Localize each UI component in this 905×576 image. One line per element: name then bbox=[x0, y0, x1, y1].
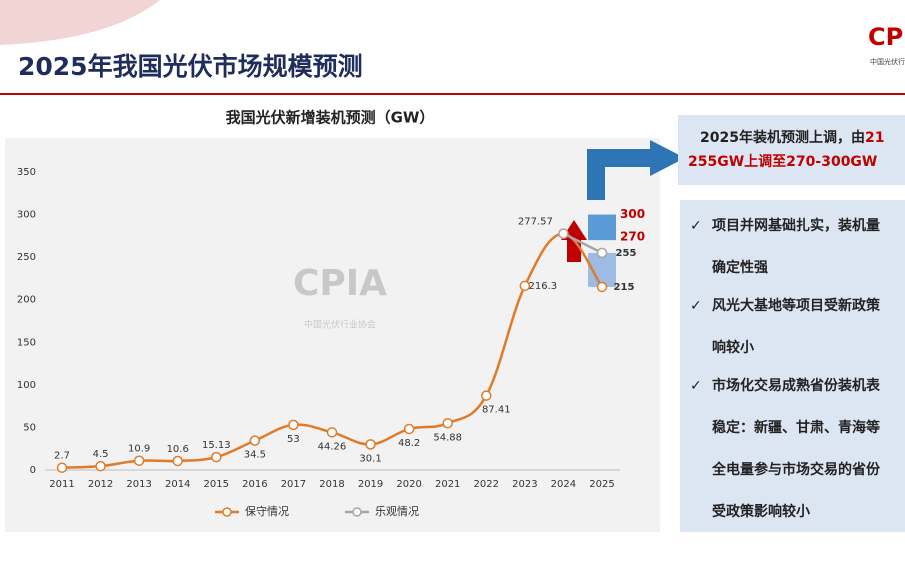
data-label: 2.7 bbox=[54, 451, 70, 462]
plot: 0 50 100 150 200 250 300 350 2011 2012 2013 2014 201… bbox=[17, 167, 645, 518]
data-point bbox=[481, 390, 492, 401]
data-point bbox=[596, 281, 608, 293]
check: ✓ bbox=[690, 218, 702, 234]
legend-label: 乐观情况 bbox=[375, 505, 419, 518]
y-tick-label: 50 bbox=[23, 422, 36, 433]
watermark-sub: 中国光伏行业协会 bbox=[304, 319, 376, 331]
data-point bbox=[519, 280, 531, 292]
x-tick-label: 2015 bbox=[204, 479, 229, 490]
corner-decoration bbox=[0, 0, 160, 45]
data-label: 44.26 bbox=[318, 441, 347, 452]
callout-line: 255GW上调至270-300GW bbox=[688, 154, 877, 170]
data-label: 4.5 bbox=[93, 449, 109, 460]
x-tick-label: 2018 bbox=[319, 479, 344, 490]
y-tick-label: 100 bbox=[17, 380, 36, 391]
slide-title: 2025年我国光伏市场规模预测 bbox=[18, 52, 363, 81]
data-label: 48.2 bbox=[398, 438, 420, 449]
x-tick-label: 2017 bbox=[281, 479, 306, 490]
x-tick-label: 2014 bbox=[165, 479, 190, 490]
data-point bbox=[172, 455, 183, 467]
x-tick-label: 2024 bbox=[551, 479, 576, 490]
chart-panel bbox=[5, 138, 660, 532]
data-label: 53 bbox=[287, 434, 300, 445]
legend-marker bbox=[222, 507, 232, 517]
data-point bbox=[403, 423, 415, 435]
legend-marker bbox=[352, 507, 362, 517]
data-label: 277.57 bbox=[518, 217, 553, 228]
x-tick-label: 2019 bbox=[358, 479, 383, 490]
bullet-text: 项目并网基础扎实，装机量 bbox=[712, 217, 880, 234]
data-point bbox=[56, 462, 68, 473]
series-line bbox=[61, 232, 604, 469]
data-label: 15.13 bbox=[202, 440, 231, 451]
y-tick-label: 0 bbox=[30, 465, 36, 476]
logo-sub: 中国光伏行业协会 bbox=[870, 57, 905, 66]
data-point bbox=[249, 435, 261, 446]
data-label: 34.5 bbox=[244, 450, 266, 461]
data-point bbox=[326, 427, 338, 438]
data-point bbox=[558, 228, 569, 239]
bullet-text: 确定性强 bbox=[712, 259, 768, 276]
data-label: 216.3 bbox=[529, 281, 558, 292]
y-tick-label: 300 bbox=[17, 210, 36, 221]
x-tick-label: 2012 bbox=[88, 479, 113, 490]
data-label: 10.9 bbox=[128, 444, 150, 455]
y-tick-label: 150 bbox=[17, 337, 36, 348]
data-point bbox=[365, 439, 376, 450]
callout-text: 2025年装机预测上调，由 bbox=[700, 129, 865, 146]
range-label: 270 bbox=[620, 230, 645, 244]
callout-line: 2025年装机预测上调，由21 bbox=[700, 129, 884, 146]
callout-text: 270-300GW bbox=[786, 154, 877, 170]
range-label: 300 bbox=[620, 207, 645, 221]
callout-arrow bbox=[587, 149, 655, 200]
watermark: CPIA bbox=[293, 263, 387, 304]
x-tick-label: 2013 bbox=[126, 479, 151, 490]
x-tick-label: 2023 bbox=[512, 479, 537, 490]
data-label: 255 bbox=[616, 248, 637, 259]
x-tick-label: 2025 bbox=[589, 479, 614, 490]
bullet-text: 受政策影响较小 bbox=[712, 503, 810, 520]
data-label: 10.6 bbox=[167, 444, 189, 455]
callout-text: 21 bbox=[865, 130, 884, 146]
callout-arrowhead bbox=[650, 140, 685, 176]
data-point bbox=[442, 418, 453, 429]
legend-label: 保守情况 bbox=[245, 504, 289, 518]
bullet-text: 风光大基地等项目受新政策 bbox=[712, 297, 881, 314]
x-tick-label: 2016 bbox=[242, 479, 267, 490]
bullet-box bbox=[680, 200, 905, 532]
data-label: 54.88 bbox=[433, 432, 462, 443]
y-tick-label: 250 bbox=[17, 252, 36, 263]
data-label: 87.41 bbox=[482, 405, 511, 416]
chart-title: 我国光伏新增装机预测（GW） bbox=[226, 109, 435, 127]
logo: CPIA bbox=[868, 23, 905, 51]
y-tick-label: 350 bbox=[17, 167, 36, 178]
data-point bbox=[288, 419, 299, 431]
bullet-text: 市场化交易成熟省份装机表 bbox=[712, 377, 881, 394]
data-label: 215 bbox=[614, 282, 635, 293]
x-tick-label: 2021 bbox=[435, 479, 460, 490]
bullet-text: 响较小 bbox=[712, 339, 754, 356]
x-tick-label: 2020 bbox=[396, 479, 421, 490]
y-tick-label: 200 bbox=[17, 295, 36, 306]
check: ✓ bbox=[690, 298, 702, 314]
x-tick-label: 2011 bbox=[49, 479, 74, 490]
data-point bbox=[133, 455, 145, 466]
data-label: 30.1 bbox=[359, 453, 381, 464]
callout-text: 255GW上调至 bbox=[688, 154, 786, 170]
x-tick-label: 2022 bbox=[474, 479, 499, 490]
data-point bbox=[95, 460, 106, 472]
bullet-text: 稳定：新疆、甘肃、青海等 bbox=[712, 419, 880, 436]
range-box bbox=[588, 214, 616, 241]
callout-box bbox=[678, 115, 905, 185]
data-point bbox=[596, 247, 608, 259]
bullet-text: 全电量参与市场交易的省份 bbox=[711, 461, 881, 478]
data-point bbox=[211, 451, 222, 463]
check: ✓ bbox=[690, 378, 702, 394]
